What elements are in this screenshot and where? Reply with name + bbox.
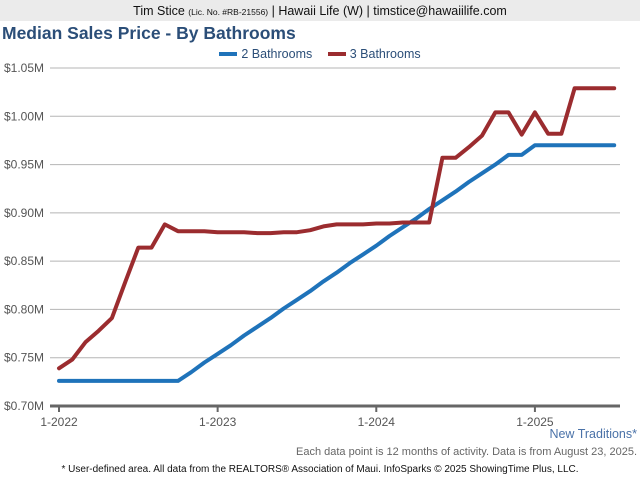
agent-name: Tim Stice: [133, 4, 185, 18]
y-tick-label: $1.05M: [4, 61, 44, 75]
y-tick-label: $0.95M: [4, 158, 44, 172]
legend-label: 3 Bathrooms: [349, 47, 421, 61]
legend-swatch: [327, 52, 346, 56]
y-tick-label: $0.80M: [4, 302, 44, 316]
y-tick-label: $0.70M: [4, 399, 44, 413]
series-line-3-bathrooms: [57, 86, 617, 371]
legend: 2 Bathrooms 3 Bathrooms: [0, 45, 640, 61]
y-tick-label: $0.85M: [4, 254, 44, 268]
data-note: Each data point is 12 months of activity…: [296, 446, 637, 458]
x-tick-label: 1-2025: [516, 415, 554, 429]
y-tick-label: $1.00M: [4, 109, 44, 123]
agent-header: Tim Stice (Lic. No. #RB-21556) | Hawaii …: [0, 0, 640, 21]
x-tick-label: 1-2022: [40, 415, 78, 429]
y-tick-label: $0.90M: [4, 206, 44, 220]
x-tick-label: 1-2023: [199, 415, 237, 429]
legend-item-2-bathrooms[interactable]: 2 Bathrooms: [219, 47, 312, 61]
legend-swatch: [219, 52, 238, 56]
license: (Lic. No. #RB-21556): [188, 7, 269, 17]
footer: * User-defined area. All data from the R…: [61, 464, 579, 475]
series-line-2-bathrooms: [57, 143, 617, 383]
y-tick-label: $0.75M: [4, 351, 44, 365]
x-tick-label: 1-2024: [358, 415, 396, 429]
line-chart: $0.70M $0.75M $0.80M $0.85M $0.90M $0.95M $1.0…: [4, 61, 620, 429]
area-label[interactable]: New Traditions*: [549, 427, 637, 441]
legend-label: 2 Bathrooms: [241, 47, 313, 61]
legend-item-3-bathrooms[interactable]: 3 Bathrooms: [327, 47, 421, 61]
agent-info: | Hawaii Life (W) | timstice@hawaiilife.…: [271, 4, 507, 18]
chart-title: Median Sales Price - By Bathrooms: [2, 23, 296, 43]
